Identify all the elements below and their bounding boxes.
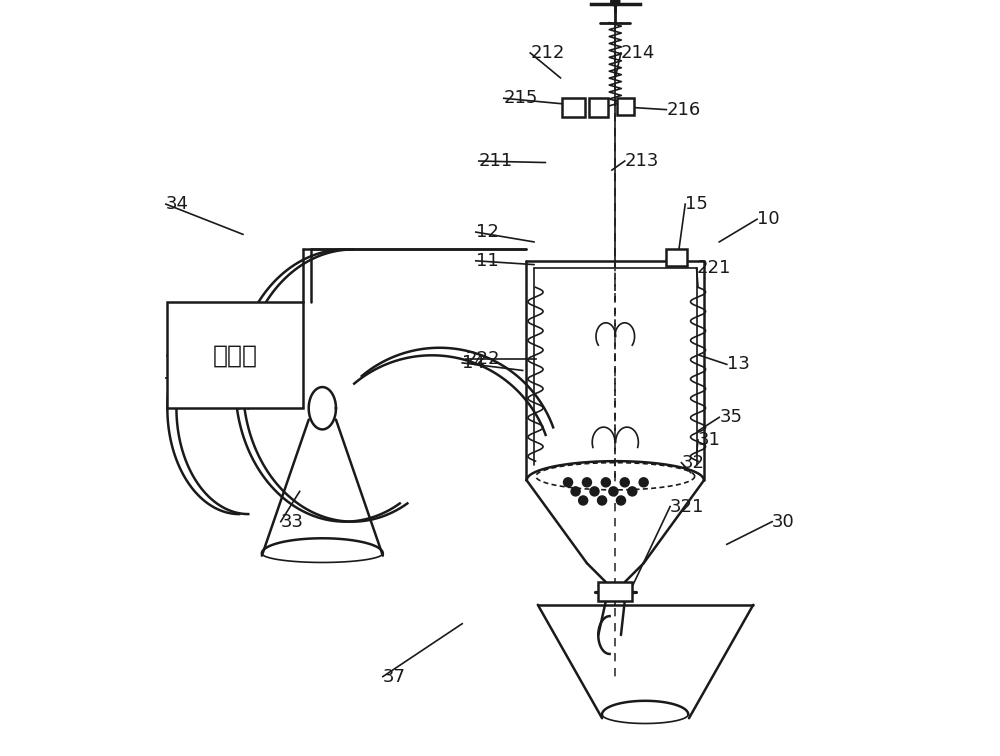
Text: 212: 212: [530, 44, 565, 62]
Text: 14: 14: [462, 354, 485, 372]
Bar: [562, 98, 585, 117]
Circle shape: [616, 496, 625, 505]
Text: 37: 37: [166, 369, 189, 387]
Text: 222: 222: [466, 350, 500, 368]
Text: 32: 32: [681, 454, 704, 472]
Circle shape: [571, 487, 580, 496]
Text: 37: 37: [383, 668, 406, 686]
Text: 216: 216: [666, 101, 701, 119]
Text: 抽滤泵: 抽滤泵: [213, 343, 258, 367]
Text: 10: 10: [757, 210, 780, 228]
Circle shape: [590, 487, 599, 496]
Text: 33: 33: [281, 513, 304, 531]
Text: 211: 211: [479, 152, 513, 170]
Circle shape: [579, 496, 588, 505]
Text: 13: 13: [727, 355, 750, 373]
Circle shape: [601, 478, 610, 487]
Circle shape: [598, 496, 607, 505]
Text: 34: 34: [166, 195, 189, 213]
Text: 321: 321: [670, 497, 704, 516]
Text: 30: 30: [772, 513, 795, 531]
Bar: [167, 302, 303, 408]
Text: 12: 12: [476, 223, 499, 241]
Circle shape: [620, 478, 629, 487]
Circle shape: [628, 487, 637, 496]
Circle shape: [639, 478, 648, 487]
Text: 15: 15: [685, 195, 708, 213]
Circle shape: [609, 487, 618, 496]
Text: 213: 213: [625, 152, 659, 170]
Text: 11: 11: [476, 252, 499, 270]
Text: 31: 31: [698, 431, 721, 449]
Circle shape: [611, 0, 620, 6]
Bar: [617, 98, 634, 115]
Text: 35: 35: [719, 408, 742, 426]
Circle shape: [564, 478, 573, 487]
Text: 214: 214: [621, 44, 655, 62]
Bar: [666, 249, 687, 266]
Text: 221: 221: [697, 259, 731, 277]
Bar: [598, 582, 632, 601]
Circle shape: [582, 478, 591, 487]
Text: 215: 215: [504, 89, 538, 107]
Bar: [589, 98, 608, 117]
